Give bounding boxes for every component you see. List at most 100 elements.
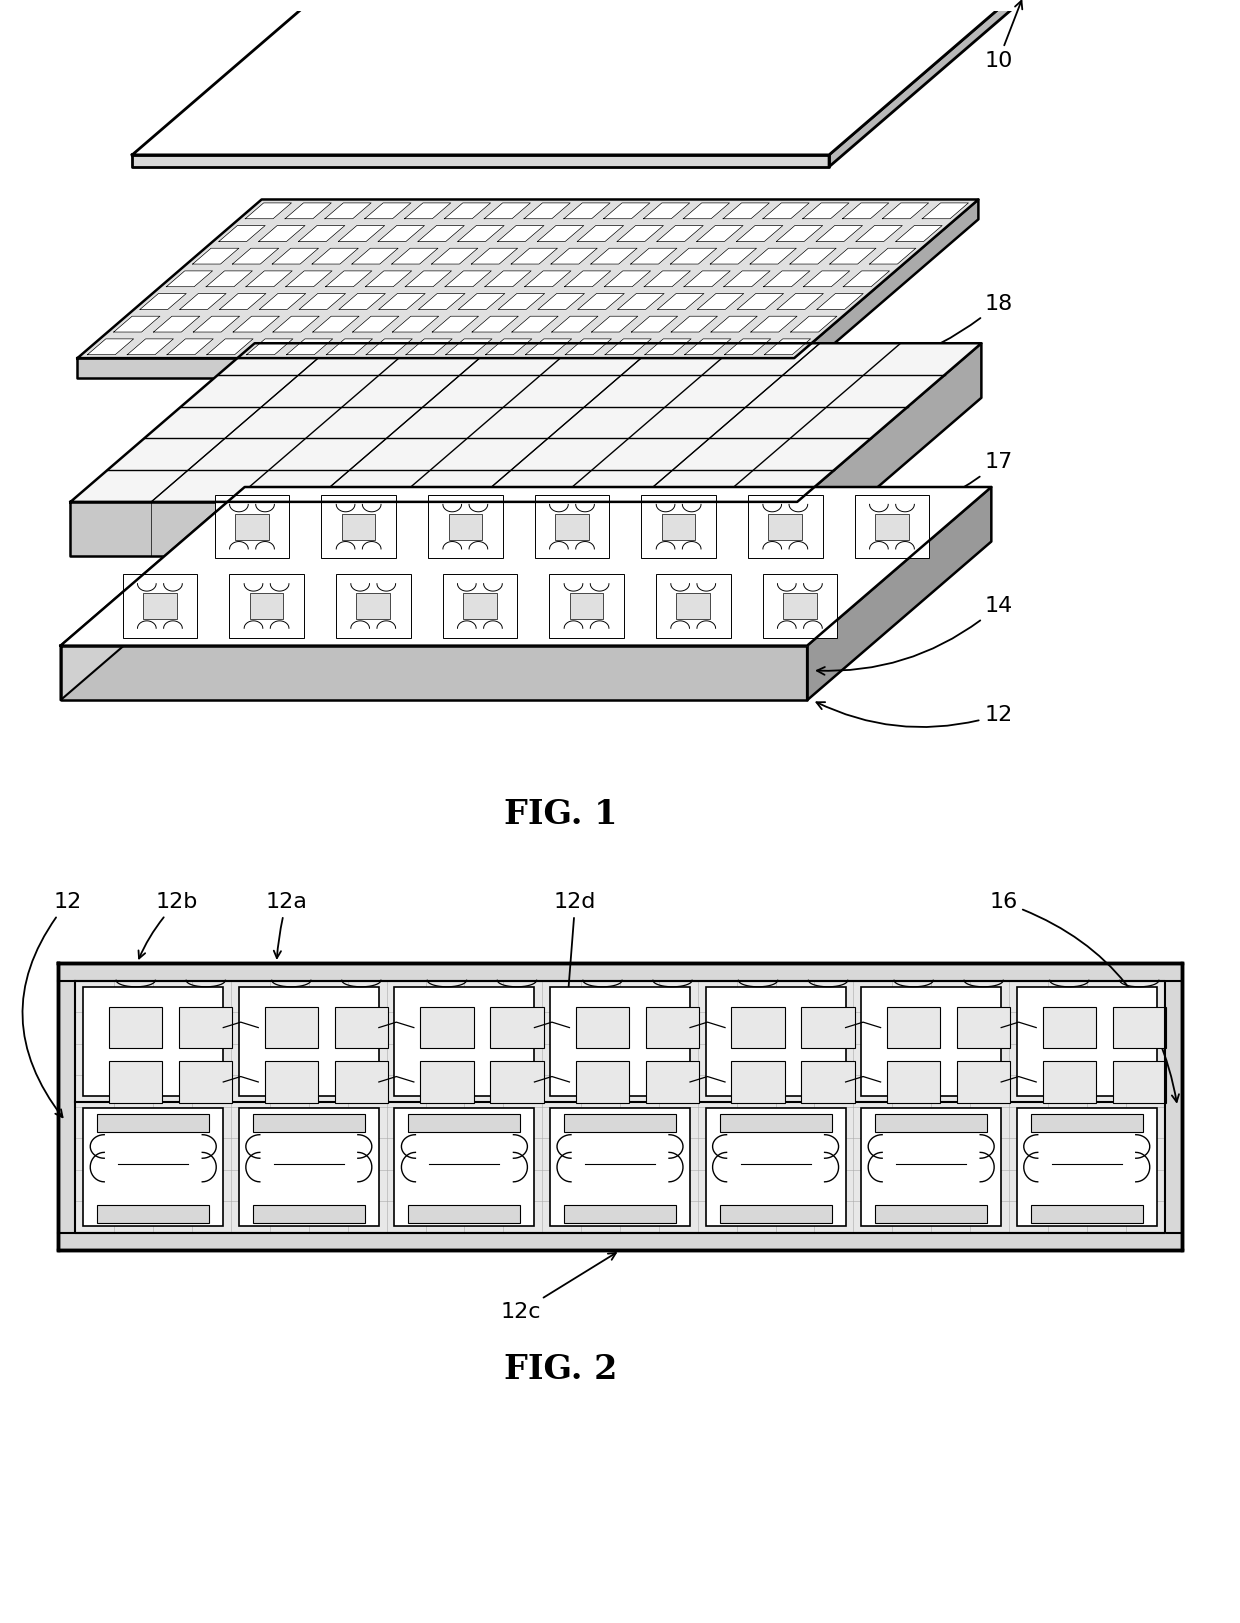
Bar [335, 1006, 388, 1048]
Polygon shape [543, 271, 573, 273]
Polygon shape [352, 316, 399, 333]
Polygon shape [145, 339, 176, 341]
Polygon shape [671, 248, 717, 265]
Polygon shape [273, 203, 294, 221]
Polygon shape [459, 248, 480, 266]
Polygon shape [450, 316, 481, 318]
Polygon shape [486, 294, 507, 312]
Polygon shape [689, 248, 719, 250]
Polygon shape [769, 316, 799, 318]
Polygon shape [502, 203, 532, 204]
Polygon shape [606, 294, 626, 312]
Polygon shape [808, 248, 838, 250]
Polygon shape [326, 271, 372, 287]
Polygon shape [697, 294, 744, 310]
Polygon shape [207, 339, 253, 355]
Polygon shape [357, 294, 387, 295]
Bar [229, 575, 304, 638]
Polygon shape [286, 339, 332, 355]
Polygon shape [662, 203, 692, 204]
Bar [887, 1006, 940, 1048]
Polygon shape [264, 271, 294, 273]
Polygon shape [567, 294, 587, 312]
Polygon shape [445, 339, 492, 355]
Polygon shape [424, 339, 454, 341]
Polygon shape [862, 271, 892, 273]
Polygon shape [248, 294, 268, 312]
Bar [662, 513, 696, 540]
Polygon shape [365, 203, 410, 219]
Bar [551, 987, 689, 1096]
Polygon shape [433, 271, 454, 289]
Polygon shape [71, 342, 981, 502]
Polygon shape [312, 203, 334, 221]
Bar [490, 1006, 543, 1048]
Text: 12: 12 [22, 893, 82, 1117]
Bar [179, 1061, 232, 1102]
Polygon shape [446, 294, 467, 312]
Bar [564, 1113, 676, 1131]
Polygon shape [544, 339, 574, 341]
Polygon shape [888, 248, 918, 250]
Polygon shape [553, 271, 573, 289]
Polygon shape [471, 248, 517, 265]
Polygon shape [273, 316, 319, 333]
Bar [236, 513, 269, 540]
Polygon shape [781, 203, 811, 204]
Polygon shape [394, 339, 414, 357]
Bar [551, 1109, 689, 1225]
Polygon shape [192, 248, 239, 265]
Bar [253, 1113, 365, 1131]
Polygon shape [434, 339, 454, 357]
Text: 14: 14 [817, 596, 1012, 675]
Polygon shape [288, 294, 308, 312]
Polygon shape [304, 271, 334, 273]
Polygon shape [822, 271, 852, 273]
Polygon shape [512, 203, 532, 221]
Polygon shape [516, 226, 546, 227]
Polygon shape [57, 1232, 1183, 1250]
Polygon shape [657, 226, 703, 242]
Polygon shape [339, 226, 384, 242]
Polygon shape [724, 339, 771, 355]
Polygon shape [423, 203, 453, 204]
Polygon shape [247, 339, 293, 355]
Polygon shape [842, 203, 889, 219]
Polygon shape [702, 271, 733, 273]
Polygon shape [738, 248, 759, 266]
Bar [408, 1206, 521, 1224]
Polygon shape [314, 339, 335, 357]
Polygon shape [591, 316, 637, 333]
Bar [490, 1061, 543, 1102]
Polygon shape [331, 248, 361, 250]
Bar [1017, 987, 1157, 1096]
Bar [215, 495, 289, 558]
Polygon shape [246, 203, 291, 219]
Polygon shape [923, 203, 968, 219]
Polygon shape [384, 271, 414, 273]
Polygon shape [407, 294, 428, 312]
Polygon shape [463, 203, 492, 204]
Polygon shape [570, 316, 600, 318]
Polygon shape [565, 339, 611, 355]
Bar [575, 1061, 629, 1102]
Polygon shape [622, 271, 652, 273]
Polygon shape [1164, 962, 1183, 1250]
Bar [706, 1109, 846, 1225]
Polygon shape [805, 226, 825, 243]
Text: 12c: 12c [500, 1253, 616, 1321]
Bar [801, 1061, 854, 1102]
Polygon shape [221, 248, 241, 266]
Bar [784, 592, 817, 618]
Bar [336, 575, 410, 638]
Polygon shape [252, 316, 281, 318]
Polygon shape [513, 339, 534, 357]
Polygon shape [87, 339, 134, 355]
Bar [394, 1109, 534, 1225]
Bar [264, 1061, 317, 1102]
Polygon shape [286, 226, 308, 243]
Polygon shape [511, 248, 558, 265]
Polygon shape [327, 294, 347, 312]
Polygon shape [71, 502, 797, 557]
Polygon shape [61, 487, 244, 700]
